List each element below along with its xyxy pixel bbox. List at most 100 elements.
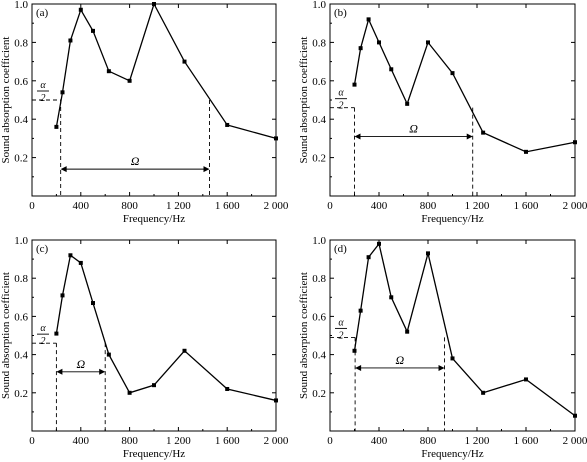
series-line <box>353 242 576 417</box>
data-point <box>450 71 455 76</box>
data-point <box>106 69 111 74</box>
arrow-right-icon <box>203 166 210 173</box>
data-point <box>91 301 95 306</box>
x-axis-title: Frequency/Hz <box>421 213 483 225</box>
x-tick-label: 1 200 <box>465 435 490 447</box>
data-point <box>60 90 65 95</box>
y-tick-label: 0.6 <box>14 311 28 323</box>
data-point <box>182 348 187 353</box>
data-point <box>78 7 83 12</box>
omega-label: Ω <box>76 357 85 371</box>
series-line <box>353 17 576 153</box>
y-axis-title: Sound absorption coefficient <box>0 37 12 164</box>
data-point <box>524 149 528 154</box>
y-tick-label: 0.8 <box>312 273 326 285</box>
chart-panel-a: 0 400 800 1 200 1 600 2 000 0.2 0.4 0.6 0.8 1.0 Fre… <box>0 0 289 225</box>
data-point <box>78 260 83 265</box>
y-tick-label: 0.4 <box>312 114 326 126</box>
data-point <box>573 413 577 418</box>
y-axis-title: Sound absorption coefficient <box>298 37 310 164</box>
data-point <box>573 140 577 145</box>
y-tick-label: 0.6 <box>312 76 326 88</box>
data-point <box>377 40 381 45</box>
omega-label: Ω <box>395 353 404 367</box>
arrow-right-icon <box>438 364 445 371</box>
y-tick-label: 0.8 <box>14 37 28 49</box>
x-tick-label: 800 <box>121 435 138 447</box>
data-point <box>54 331 59 336</box>
plot-frame <box>329 3 576 197</box>
omega-label: Ω <box>131 154 140 168</box>
plot-frame <box>31 3 277 197</box>
x-tick-label: 1 200 <box>166 200 191 212</box>
y-tick-label: 1.0 <box>312 235 326 247</box>
y-tick-label: 1.0 <box>14 235 28 247</box>
y-tick-label: 0.6 <box>312 311 326 323</box>
x-tick-label: 2 000 <box>563 200 587 212</box>
data-point <box>106 352 111 357</box>
half-alpha-denominator: 2 <box>41 93 46 104</box>
x-tick-label: 0 <box>327 435 333 447</box>
x-tick-label: 1 200 <box>166 435 191 447</box>
x-tick-label: 800 <box>420 200 437 212</box>
data-point <box>366 17 371 22</box>
x-tick-label: 400 <box>73 200 90 212</box>
x-axis-title: Frequency/Hz <box>123 213 185 225</box>
series-line <box>55 254 277 402</box>
plot-frame <box>31 239 277 432</box>
half-alpha-numerator: α <box>338 88 344 99</box>
x-tick-label: 0 <box>327 200 333 212</box>
data-point <box>127 78 132 83</box>
x-tick-label: 1 600 <box>215 435 240 447</box>
data-point <box>358 46 363 51</box>
data-point <box>182 59 187 64</box>
data-point <box>274 136 278 141</box>
arrow-right-icon <box>466 133 473 140</box>
y-tick-label: 0.2 <box>14 388 28 400</box>
y-tick-label: 0.8 <box>312 37 326 49</box>
data-point <box>405 329 410 334</box>
half-alpha-numerator: α <box>40 323 46 334</box>
half-alpha-numerator: α <box>338 317 344 328</box>
y-axis-title: Sound absorption coefficient <box>298 272 310 399</box>
y-tick-label: 1.0 <box>312 0 326 11</box>
data-point <box>127 390 132 395</box>
data-point <box>274 398 278 403</box>
x-tick-label: 400 <box>371 200 388 212</box>
chart-panel-d: 0 400 800 1 200 1 600 2 000 0.2 0.4 0.6 0.8 1.0 Fre… <box>298 235 587 460</box>
data-point <box>352 82 357 87</box>
half-alpha-numerator: α <box>40 80 46 91</box>
x-axis-title: Frequency/Hz <box>421 448 483 460</box>
data-point <box>389 295 394 300</box>
y-tick-label: 1.0 <box>14 0 28 11</box>
data-point <box>60 293 65 298</box>
y-tick-label: 0.8 <box>14 273 28 285</box>
series-line <box>55 2 277 140</box>
half-alpha-denominator: 2 <box>41 336 46 347</box>
data-point <box>152 2 156 6</box>
data-point <box>366 255 371 260</box>
data-point <box>358 308 363 313</box>
panel-label: (a) <box>36 7 49 19</box>
panel-label: (c) <box>36 243 49 255</box>
data-point <box>389 67 394 72</box>
data-point <box>352 348 357 353</box>
chart-panel-c: 0 400 800 1 200 1 600 2 000 0.2 0.4 0.6 0.8 1.0 Fre… <box>0 235 289 460</box>
y-tick-label: 0.2 <box>14 153 28 165</box>
x-tick-label: 2 000 <box>264 435 289 447</box>
data-point <box>54 124 59 129</box>
panel-label: (d) <box>334 243 347 255</box>
arrow-left-icon <box>60 166 67 173</box>
data-point <box>524 377 528 382</box>
x-tick-label: 400 <box>73 435 90 447</box>
x-tick-label: 0 <box>29 200 35 212</box>
x-tick-label: 800 <box>121 200 138 212</box>
y-axis-title: Sound absorption coefficient <box>0 272 12 399</box>
y-tick-label: 0.4 <box>312 350 326 362</box>
data-point <box>481 390 486 395</box>
data-point <box>68 38 73 43</box>
x-tick-label: 2 000 <box>563 435 587 447</box>
y-tick-label: 0.4 <box>14 114 28 126</box>
x-tick-label: 800 <box>420 435 437 447</box>
data-point <box>152 383 156 388</box>
